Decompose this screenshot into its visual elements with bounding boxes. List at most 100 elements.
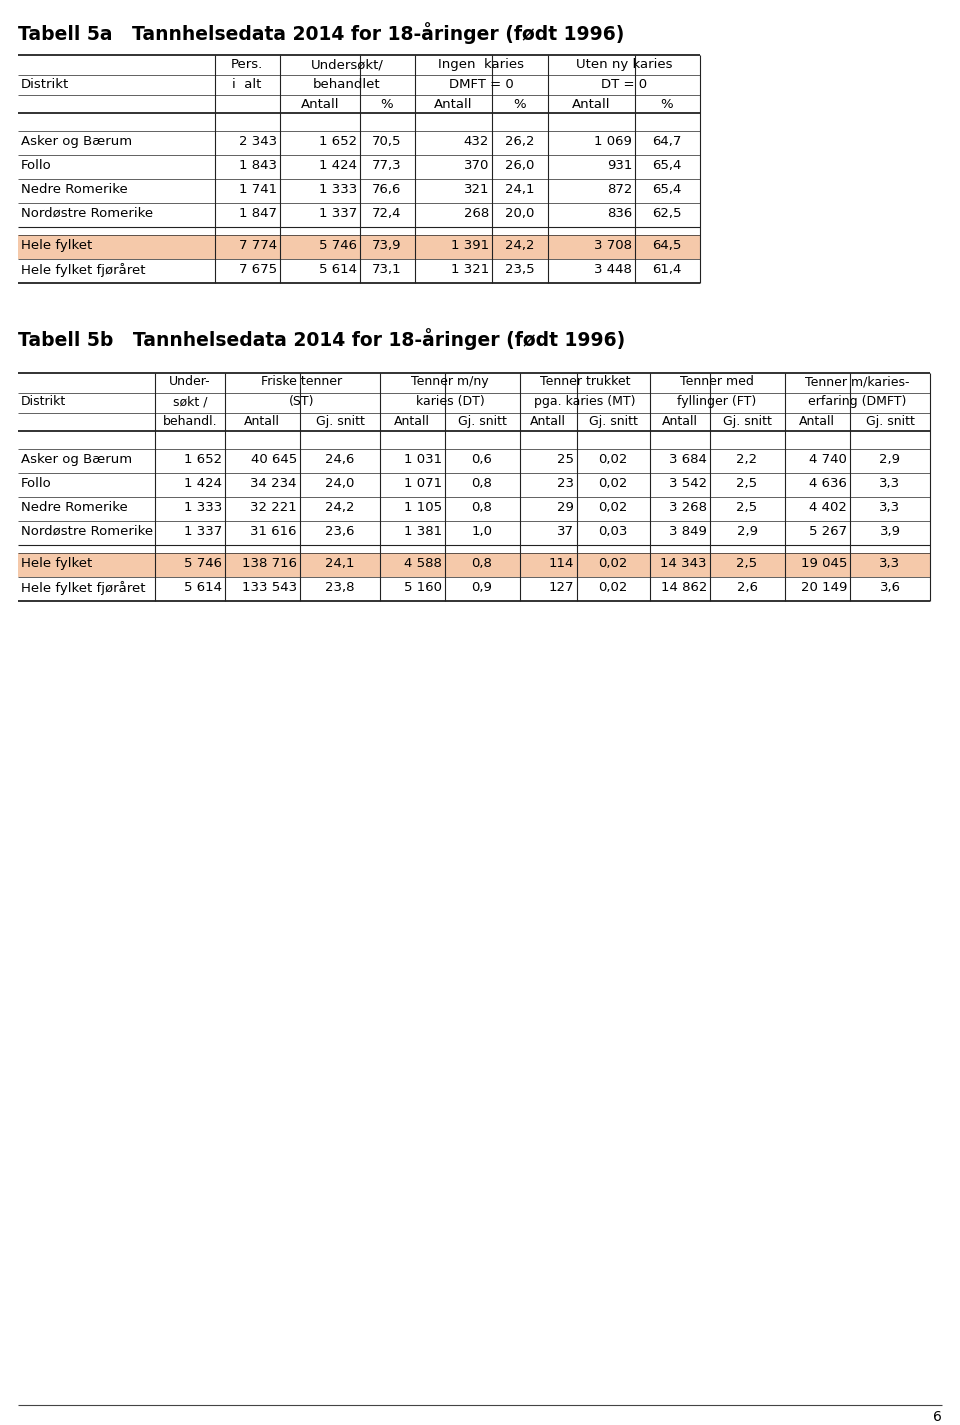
- Text: 1 843: 1 843: [239, 160, 277, 172]
- Text: 1 391: 1 391: [451, 239, 489, 252]
- Text: %: %: [660, 98, 673, 111]
- Text: 3,6: 3,6: [879, 581, 900, 594]
- Text: Follo: Follo: [21, 160, 52, 172]
- Text: 37: 37: [557, 524, 574, 539]
- Text: pga. karies (MT): pga. karies (MT): [535, 395, 636, 408]
- Text: 26,2: 26,2: [505, 135, 535, 148]
- Text: 127: 127: [548, 581, 574, 594]
- Text: Gj. snitt: Gj. snitt: [723, 415, 772, 427]
- Text: 7 675: 7 675: [239, 264, 277, 276]
- Text: Nordøstre Romerike: Nordøstre Romerike: [21, 207, 154, 219]
- Text: Distrikt: Distrikt: [21, 395, 66, 408]
- Text: 138 716: 138 716: [242, 557, 297, 570]
- Text: 931: 931: [607, 160, 632, 172]
- Text: 268: 268: [464, 207, 489, 219]
- Text: 31 616: 31 616: [251, 524, 297, 539]
- Text: Hele fylket: Hele fylket: [21, 557, 92, 570]
- Text: 3 448: 3 448: [594, 264, 632, 276]
- Text: i  alt: i alt: [232, 78, 262, 91]
- Text: Gj. snitt: Gj. snitt: [458, 415, 507, 427]
- Text: 1 071: 1 071: [404, 477, 442, 490]
- Bar: [18, 235, 700, 259]
- Text: 62,5: 62,5: [652, 207, 682, 219]
- Text: 1,0: 1,0: [471, 524, 492, 539]
- Text: Antall: Antall: [662, 415, 698, 427]
- Text: Uten ny karies: Uten ny karies: [576, 58, 672, 71]
- Text: 77,3: 77,3: [372, 160, 402, 172]
- Text: 19 045: 19 045: [801, 557, 847, 570]
- Text: Gj. snitt: Gj. snitt: [588, 415, 637, 427]
- Text: 61,4: 61,4: [652, 264, 682, 276]
- Text: Antall: Antall: [572, 98, 611, 111]
- Text: Gj. snitt: Gj. snitt: [866, 415, 915, 427]
- Text: 32 221: 32 221: [251, 502, 297, 514]
- Text: Antall: Antall: [799, 415, 835, 427]
- Text: 24,1: 24,1: [505, 182, 535, 197]
- Text: 20,0: 20,0: [505, 207, 535, 219]
- Text: Tenner med: Tenner med: [680, 375, 754, 388]
- Text: 1 321: 1 321: [451, 264, 489, 276]
- Text: 23: 23: [557, 477, 574, 490]
- Text: Nedre Romerike: Nedre Romerike: [21, 502, 128, 514]
- Text: 1 031: 1 031: [404, 453, 442, 466]
- Text: 2,5: 2,5: [736, 557, 757, 570]
- Text: Hele fylket fjøråret: Hele fylket fjøråret: [21, 264, 146, 276]
- Text: Tenner m/ny: Tenner m/ny: [411, 375, 489, 388]
- Text: 40 645: 40 645: [251, 453, 297, 466]
- Text: 7 774: 7 774: [239, 239, 277, 252]
- Text: 0,6: 0,6: [471, 453, 492, 466]
- Text: Friske tenner: Friske tenner: [261, 375, 343, 388]
- Text: 4 402: 4 402: [809, 502, 847, 514]
- Text: 14 862: 14 862: [660, 581, 707, 594]
- Text: 5 614: 5 614: [319, 264, 357, 276]
- Text: 2,9: 2,9: [879, 453, 900, 466]
- Text: Undersøkt/: Undersøkt/: [311, 58, 383, 71]
- Text: 73,1: 73,1: [372, 264, 402, 276]
- Text: 1 337: 1 337: [183, 524, 222, 539]
- Bar: [18, 553, 930, 577]
- Text: behandl.: behandl.: [162, 415, 217, 427]
- Text: 872: 872: [607, 182, 632, 197]
- Text: Antall: Antall: [244, 415, 280, 427]
- Text: 3 684: 3 684: [669, 453, 707, 466]
- Text: behandlet: behandlet: [313, 78, 381, 91]
- Text: 3 849: 3 849: [669, 524, 707, 539]
- Text: Antall: Antall: [394, 415, 430, 427]
- Text: Follo: Follo: [21, 477, 52, 490]
- Text: 76,6: 76,6: [372, 182, 401, 197]
- Text: 65,4: 65,4: [652, 160, 682, 172]
- Text: Asker og Bærum: Asker og Bærum: [21, 135, 132, 148]
- Text: 1 069: 1 069: [594, 135, 632, 148]
- Text: 2,2: 2,2: [736, 453, 757, 466]
- Text: 1 333: 1 333: [319, 182, 357, 197]
- Text: fyllinger (FT): fyllinger (FT): [678, 395, 756, 408]
- Text: 0,02: 0,02: [598, 557, 628, 570]
- Text: Asker og Bærum: Asker og Bærum: [21, 453, 132, 466]
- Text: Antall: Antall: [300, 98, 339, 111]
- Text: 1 652: 1 652: [319, 135, 357, 148]
- Text: 70,5: 70,5: [372, 135, 401, 148]
- Text: Distrikt: Distrikt: [21, 78, 69, 91]
- Text: Tabell 5b   Tannhelsedata 2014 for 18-åringer (født 1996): Tabell 5b Tannhelsedata 2014 for 18-årin…: [18, 328, 625, 351]
- Text: 29: 29: [557, 502, 574, 514]
- Text: 1 381: 1 381: [404, 524, 442, 539]
- Text: Nordøstre Romerike: Nordøstre Romerike: [21, 524, 154, 539]
- Text: 370: 370: [464, 160, 489, 172]
- Text: 1 847: 1 847: [239, 207, 277, 219]
- Text: 0,8: 0,8: [471, 502, 492, 514]
- Text: 5 614: 5 614: [184, 581, 222, 594]
- Text: 2,5: 2,5: [736, 477, 757, 490]
- Text: 3,3: 3,3: [879, 557, 900, 570]
- Text: 24,6: 24,6: [325, 453, 354, 466]
- Text: 4 740: 4 740: [809, 453, 847, 466]
- Text: 5 746: 5 746: [319, 239, 357, 252]
- Text: 73,9: 73,9: [372, 239, 401, 252]
- Text: 65,4: 65,4: [652, 182, 682, 197]
- Text: karies (DT): karies (DT): [416, 395, 485, 408]
- Text: 72,4: 72,4: [372, 207, 401, 219]
- Text: 1 652: 1 652: [184, 453, 222, 466]
- Text: 4 636: 4 636: [809, 477, 847, 490]
- Text: 5 160: 5 160: [404, 581, 442, 594]
- Text: 3 708: 3 708: [594, 239, 632, 252]
- Text: 1 337: 1 337: [319, 207, 357, 219]
